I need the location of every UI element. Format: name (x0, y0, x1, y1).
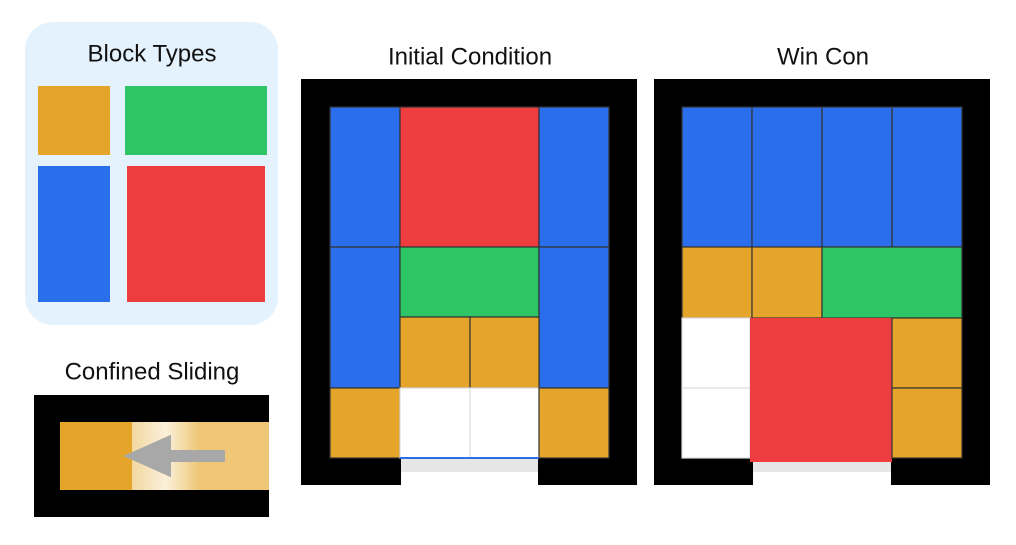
empty-cell (681, 387, 751, 459)
confined-sliding: Confined Sliding (34, 358, 269, 517)
block (751, 106, 823, 248)
block (681, 106, 753, 248)
board-foot (654, 458, 753, 485)
sliding-arrow (123, 434, 225, 478)
panel-title: Block Types (88, 40, 217, 67)
board-foot (538, 458, 637, 485)
empty-cell (681, 317, 751, 389)
sliding-title: Confined Sliding (65, 358, 240, 385)
block (399, 316, 471, 389)
block (538, 387, 610, 459)
block (891, 317, 963, 389)
block (891, 387, 963, 459)
block (399, 106, 540, 248)
initial-title: Initial Condition (388, 43, 552, 70)
block (751, 246, 823, 319)
block (538, 106, 610, 248)
block-wide (125, 86, 267, 155)
block (750, 318, 892, 462)
block (329, 106, 401, 248)
empty-cell (469, 387, 540, 459)
block (469, 316, 540, 389)
empty-cell (399, 387, 471, 459)
block-tall (38, 166, 110, 302)
win-board: Win Con (654, 43, 990, 485)
block (821, 246, 963, 319)
block (329, 246, 401, 389)
board-exit (401, 458, 538, 472)
sliding-block (60, 422, 132, 490)
block (681, 246, 753, 319)
block (821, 106, 893, 248)
initial-board: Initial Condition (301, 43, 637, 485)
board-foot (891, 458, 990, 485)
block-large (127, 166, 265, 302)
block (538, 246, 610, 389)
block-small (38, 86, 110, 155)
block (329, 387, 401, 459)
board-foot (301, 458, 401, 485)
block (399, 246, 540, 318)
block-types-panel: Block Types (25, 22, 278, 325)
block (891, 106, 963, 248)
win-title: Win Con (777, 43, 869, 70)
